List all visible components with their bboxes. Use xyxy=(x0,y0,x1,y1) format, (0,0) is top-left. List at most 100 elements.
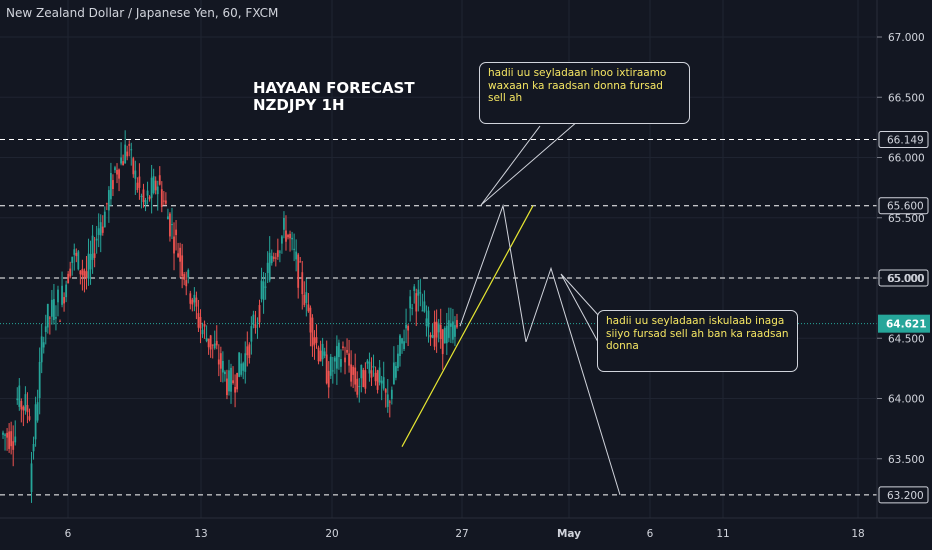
candle-body xyxy=(323,351,326,356)
forecast-drawings xyxy=(401,203,621,496)
time-axis[interactable]: 6 13 20 27 May 6 11 18 xyxy=(65,528,865,540)
price-tick-label: 67.000 xyxy=(888,32,925,44)
annotation-sell-note-1[interactable]: hadii uu seyladaan inoo ixtiraamo waxaan… xyxy=(479,62,690,124)
candle-body xyxy=(140,195,143,197)
candle-body xyxy=(219,353,222,369)
candle-body xyxy=(209,335,212,350)
symbol-title: New Zealand Dollar / Japanese Yen, 60, F… xyxy=(6,6,279,20)
candle-body xyxy=(211,344,214,346)
callout-pointer-2 xyxy=(560,273,600,343)
candle-body xyxy=(437,323,440,333)
candle-body xyxy=(213,343,216,349)
callout-pointer-1 xyxy=(480,120,579,206)
candle-body xyxy=(75,252,78,257)
candle-body xyxy=(57,289,59,303)
candle-body xyxy=(146,190,149,196)
candle-body xyxy=(443,327,446,344)
candle-body xyxy=(415,293,418,312)
price-tick-label: 65.500 xyxy=(888,213,925,225)
candle-body xyxy=(28,416,31,420)
candle-body xyxy=(185,280,188,287)
forecast-title-line-2: NZDJPY 1H xyxy=(253,96,345,114)
candle-body xyxy=(81,268,84,276)
candle-body xyxy=(93,253,96,258)
candle-body xyxy=(95,238,98,241)
level-badge xyxy=(878,486,929,504)
candle-body xyxy=(252,314,255,326)
candle-body xyxy=(352,366,355,375)
candle-body xyxy=(10,431,13,447)
candle-body xyxy=(169,213,171,237)
candle-body xyxy=(18,385,21,407)
candle-body xyxy=(118,169,120,179)
candle-body xyxy=(238,352,241,377)
candle-body xyxy=(274,257,277,259)
candle-body xyxy=(85,271,88,279)
candle-body xyxy=(42,342,45,348)
price-tick-label: 63.500 xyxy=(888,454,925,466)
candle-body xyxy=(154,180,157,191)
candle-body xyxy=(16,398,19,401)
candle-body xyxy=(232,380,234,384)
candle-body xyxy=(91,235,94,260)
candle-body xyxy=(427,310,430,328)
candle-body xyxy=(240,363,243,375)
candle-body xyxy=(224,371,226,375)
candle-body xyxy=(319,350,322,362)
candle-body xyxy=(203,323,206,327)
price-tick-label: 66.500 xyxy=(888,92,925,104)
candle-body xyxy=(293,248,296,250)
candle-body xyxy=(199,316,202,329)
candle-body xyxy=(97,228,100,235)
candle-body xyxy=(311,317,314,347)
candle-body xyxy=(112,180,114,190)
current-price-badge xyxy=(878,314,930,333)
level-label: 66.149 xyxy=(887,135,924,147)
candle-body xyxy=(360,364,363,379)
candle-body xyxy=(401,338,403,344)
time-tick-label: 13 xyxy=(194,528,207,540)
candle-body xyxy=(382,377,385,389)
candle-body xyxy=(409,296,412,309)
level-label: 65.600 xyxy=(887,201,924,213)
candle-body xyxy=(24,394,27,411)
level-label: 63.200 xyxy=(887,490,924,502)
time-tick-label: 27 xyxy=(455,528,468,540)
price-axis[interactable]: 67.000 66.500 66.000 65.500 65.000 64.500 64.0… xyxy=(877,32,925,466)
candle-body xyxy=(378,367,381,383)
candle-body xyxy=(87,253,90,279)
candle-body xyxy=(14,436,17,443)
time-tick-label: 20 xyxy=(325,528,338,540)
candle-body xyxy=(441,329,444,355)
candle-body xyxy=(124,144,127,164)
candle-body xyxy=(327,370,330,388)
candle-body xyxy=(50,299,53,317)
candle-body xyxy=(221,360,224,373)
candle-body xyxy=(179,247,182,262)
candle-body xyxy=(134,170,137,179)
candle-body xyxy=(236,372,239,390)
forecast-title-line-1: HAYAAN FORECAST xyxy=(253,79,415,97)
candle-body xyxy=(370,370,373,378)
candle-body xyxy=(454,325,456,337)
candle-body xyxy=(167,216,169,220)
annotation-sell-note-2[interactable]: hadii uu seyladaan iskulaab inaga siiyo … xyxy=(597,310,798,372)
level-badge xyxy=(878,197,929,215)
candle-body xyxy=(439,324,442,339)
candles xyxy=(2,130,458,503)
candle-body xyxy=(342,346,344,348)
candle-body xyxy=(110,173,112,200)
candle-body xyxy=(358,386,361,388)
candle-body xyxy=(77,251,80,270)
candle-body xyxy=(107,190,110,211)
candle-body xyxy=(254,324,257,328)
candle-body xyxy=(405,324,407,329)
trendline xyxy=(401,205,534,447)
candle-body xyxy=(417,289,420,296)
candle-body xyxy=(67,273,70,284)
candle-body xyxy=(114,167,116,171)
candle-body xyxy=(65,284,68,298)
candle-body xyxy=(189,293,192,304)
